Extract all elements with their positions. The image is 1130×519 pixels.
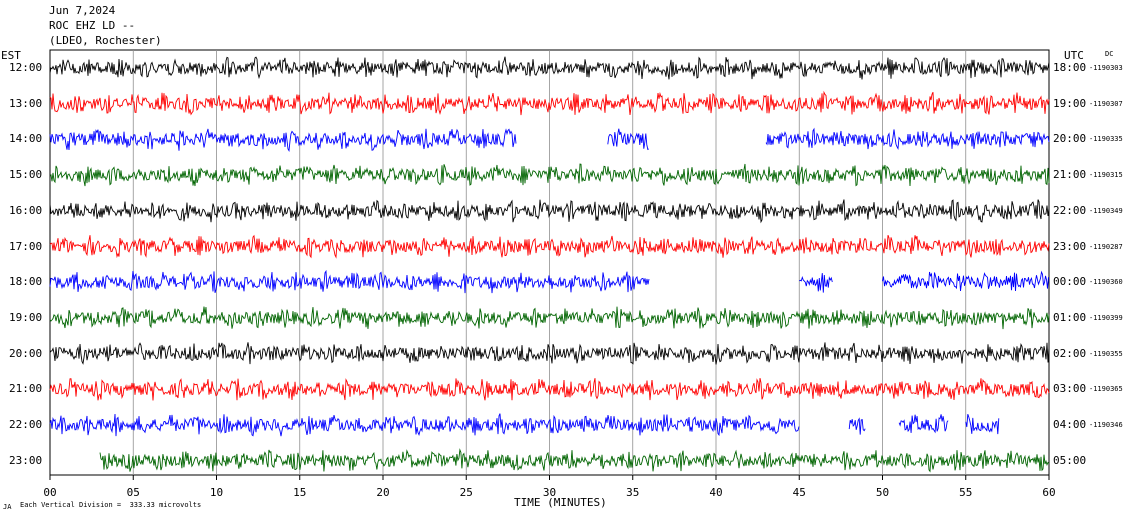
trace-14:00-seg2 [765, 127, 1050, 150]
x-tick-label-00: 00 [43, 486, 56, 499]
x-tick-label-05: 05 [127, 486, 140, 499]
trace-14:00-seg0 [49, 128, 517, 152]
dc-offset-22:00: -1190349 [1089, 206, 1123, 215]
dc-offset-00:00: -1190360 [1089, 278, 1123, 287]
utc-label-01:00: 01:00 [1053, 310, 1087, 324]
dc-offset-20:00: -1190335 [1089, 135, 1123, 144]
dc-offset-01:00: -1190399 [1089, 313, 1123, 322]
utc-label-00:00: 00:00 [1053, 275, 1087, 289]
right-zone-label: UTC [1064, 49, 1084, 62]
utc-label-18:00: 18:00 [1053, 61, 1087, 74]
est-label-15:00: 15:00 [9, 168, 43, 182]
utc-label-23:00: 23:00 [1053, 239, 1087, 253]
utc-label-22:00: 22:00 [1053, 203, 1087, 217]
x-tick-label-25: 25 [460, 486, 473, 499]
est-label-17:00: 17:00 [9, 239, 43, 253]
trace-13:00-seg0 [49, 90, 1050, 116]
x-tick-label-10: 10 [210, 486, 223, 499]
trace-18:00-seg1 [799, 273, 833, 293]
est-label-16:00: 16:00 [9, 203, 43, 217]
x-axis-label: TIME (MINUTES) [514, 496, 607, 509]
x-tick-label-50: 50 [876, 486, 889, 499]
x-tick-label-20: 20 [376, 486, 389, 499]
trace-22:00-seg3 [965, 414, 1000, 435]
x-tick-label-30: 30 [543, 486, 556, 499]
trace-20:00-seg0 [49, 342, 1050, 365]
est-label-18:00: 18:00 [9, 275, 43, 289]
trace-21:00-seg0 [49, 378, 1050, 401]
trace-12:00-seg0 [49, 56, 1050, 80]
x-tick-label-55: 55 [959, 486, 972, 499]
trace-15:00-seg0 [49, 163, 1050, 187]
utc-label-03:00: 03:00 [1053, 382, 1087, 396]
x-tick-label-45: 45 [793, 486, 806, 499]
utc-label-20:00: 20:00 [1053, 132, 1087, 146]
est-label-12:00: 12:00 [9, 61, 43, 74]
est-label-23:00: 23:00 [9, 453, 43, 467]
dc-label: DC [1105, 50, 1114, 58]
dc-offset-02:00: -1190355 [1089, 349, 1123, 358]
x-tick-label-35: 35 [626, 486, 639, 499]
x-tick-label-60: 60 [1042, 486, 1055, 499]
trace-22:00-seg1 [848, 417, 866, 435]
dc-offset-23:00: -1190287 [1089, 242, 1123, 251]
dc-offset-03:00: -1190365 [1089, 385, 1123, 394]
est-label-21:00: 21:00 [9, 382, 43, 396]
dc-offset-21:00: -1190315 [1089, 171, 1123, 180]
utc-label-02:00: 02:00 [1053, 346, 1087, 360]
dc-offset-04:00: -1190346 [1089, 421, 1123, 429]
header-date: Jun 7,2024 [49, 4, 116, 17]
trace-16:00-seg0 [49, 199, 1050, 224]
est-label-20:00: 20:00 [9, 346, 43, 360]
utc-label-21:00: 21:00 [1053, 168, 1087, 182]
left-zone-label: EST [1, 49, 21, 62]
corner-mark: JA [3, 503, 12, 511]
seismic-traces [49, 56, 1050, 473]
trace-22:00-seg0 [49, 413, 800, 437]
est-label-19:00: 19:00 [9, 310, 43, 324]
header-network: (LDEO, Rochester) [49, 34, 162, 47]
x-tick-labels: 00 05 10 15 20 25 30 35 40 45 50 55 60 [43, 475, 1056, 499]
utc-label-19:00: 19:00 [1053, 96, 1087, 110]
utc-label-04:00: 04:00 [1053, 418, 1087, 431]
utc-label-05:00: 05:00 [1053, 453, 1087, 467]
trace-18:00-seg2 [882, 270, 1049, 292]
est-label-14:00: 14:00 [9, 132, 43, 146]
trace-17:00-seg0 [49, 234, 1050, 259]
trace-14:00-seg1 [607, 128, 650, 151]
trace-23:00-seg0 [99, 448, 1050, 473]
est-label-13:00: 13:00 [9, 96, 43, 110]
x-tick-label-40: 40 [709, 486, 722, 499]
trace-22:00-seg2 [898, 414, 949, 434]
scale-note: Each Vertical Division = 333.33 microvol… [20, 501, 202, 509]
trace-19:00-seg0 [49, 306, 1050, 330]
est-label-22:00: 22:00 [9, 418, 43, 431]
dc-offset-19:00: -1190307 [1089, 99, 1123, 108]
dc-offset-18:00: -1190303 [1089, 64, 1123, 72]
minute-gridlines [132, 50, 967, 475]
trace-18:00-seg0 [49, 269, 650, 294]
x-tick-label-15: 15 [293, 486, 306, 499]
header-station: ROC EHZ LD -- [49, 19, 136, 32]
